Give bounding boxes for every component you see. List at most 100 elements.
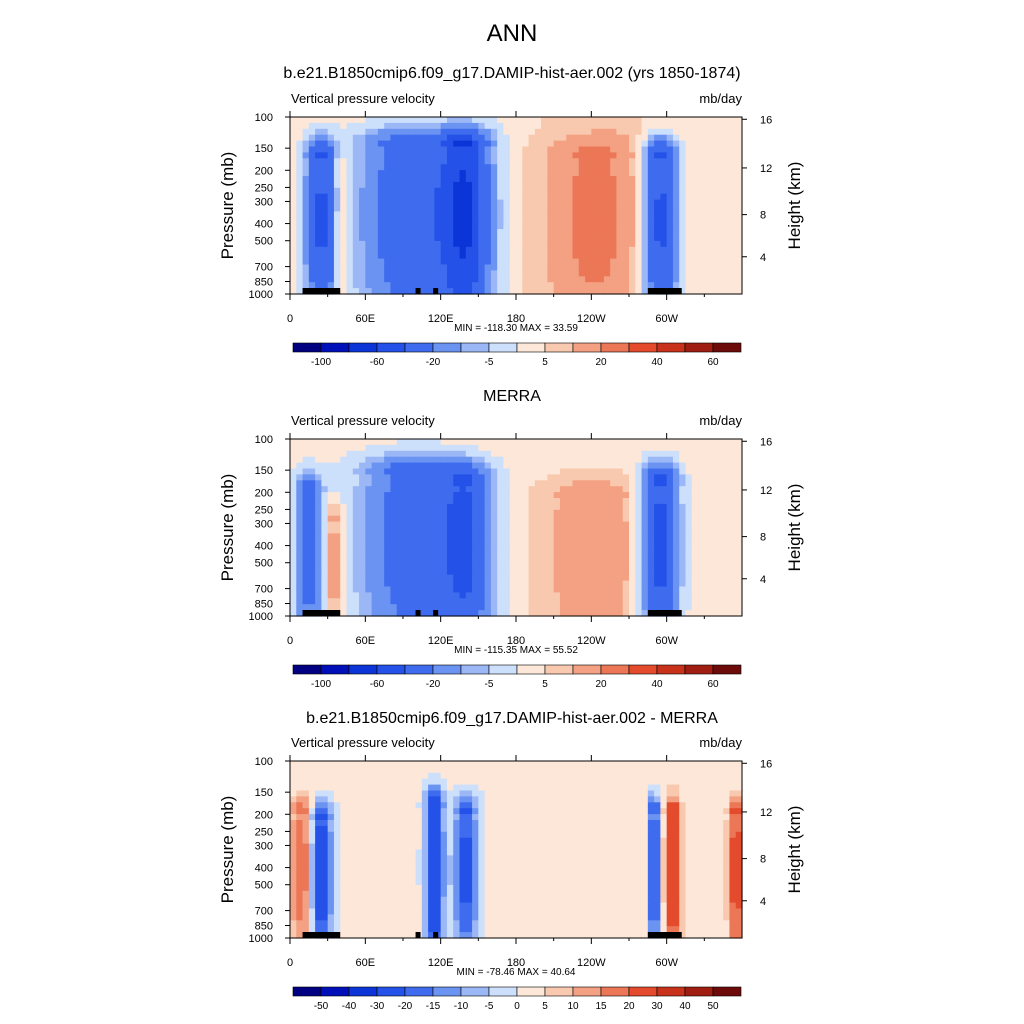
- heatmap-cell: [654, 498, 661, 505]
- heatmap-cell: [484, 258, 492, 266]
- heatmap-cell: [478, 439, 486, 446]
- heatmap-cell: [654, 187, 661, 195]
- heatmap-cell: [390, 176, 398, 183]
- heatmap-cell: [591, 288, 599, 295]
- heatmap-cell: [685, 545, 693, 552]
- heatmap-cell: [585, 140, 592, 148]
- heatmap-cell: [704, 766, 712, 774]
- heatmap-cell: [428, 246, 435, 254]
- heatmap-cell: [290, 515, 297, 523]
- heatmap-cell: [459, 217, 467, 224]
- heatmap-cell: [384, 474, 392, 481]
- heatmap-cell: [566, 539, 574, 546]
- heatmap-cell: [522, 181, 530, 189]
- heatmap-cell: [509, 229, 517, 236]
- heatmap-cell: [390, 181, 398, 189]
- heatmap-cell: [616, 128, 624, 136]
- heatmap-cell: [333, 264, 341, 271]
- heatmap-cell: [522, 486, 530, 493]
- heatmap-cell: [302, 468, 310, 475]
- heatmap-cell: [290, 444, 297, 452]
- heatmap-cell: [578, 562, 586, 570]
- heatmap-cell: [679, 462, 687, 470]
- heatmap-cell: [591, 229, 599, 236]
- heatmap-cell: [723, 122, 731, 130]
- heatmap-cell: [315, 229, 322, 236]
- heatmap-cell: [497, 199, 505, 207]
- heatmap-cell: [585, 592, 592, 599]
- heatmap-cell: [478, 152, 486, 159]
- heatmap-cell: [603, 134, 611, 142]
- heatmap-cell: [541, 557, 548, 564]
- heatmap-cell: [710, 562, 718, 570]
- heatmap-cell: [685, 122, 693, 130]
- heatmap-cell: [672, 568, 680, 576]
- heatmap-cell: [597, 610, 605, 617]
- heatmap-cell: [660, 503, 668, 511]
- heatmap-cell: [647, 229, 655, 236]
- heatmap-cell: [352, 276, 360, 283]
- heatmap-cell: [629, 527, 636, 534]
- heatmap-cell: [553, 480, 561, 487]
- heatmap-cell: [446, 240, 454, 248]
- heatmap-cell: [635, 778, 643, 786]
- heatmap-cell: [421, 480, 429, 487]
- colorbar-swatch: [348, 664, 378, 675]
- heatmap-cell: [654, 562, 661, 570]
- heatmap-cell: [403, 604, 410, 611]
- heatmap-cell: [403, 778, 410, 786]
- x-tick-label: 120W: [577, 635, 606, 647]
- heatmap-cell: [716, 205, 724, 212]
- heatmap-cell: [585, 152, 592, 159]
- heatmap-cell: [484, 515, 492, 523]
- heatmap-cell: [597, 456, 605, 464]
- heatmap-cell: [302, 229, 310, 236]
- colorbar-label: 20: [595, 357, 607, 368]
- heatmap-cell: [315, 187, 322, 195]
- heatmap-cell: [572, 515, 580, 523]
- heatmap-cell: [308, 604, 316, 611]
- heatmap-cell: [490, 580, 498, 588]
- heatmap-cell: [484, 229, 492, 236]
- heatmap-cell: [384, 217, 392, 224]
- heatmap-cell: [377, 288, 385, 295]
- heatmap-cell: [352, 562, 360, 570]
- heatmap-cell: [428, 252, 435, 260]
- heatmap-cell: [340, 164, 348, 171]
- heatmap-cell: [308, 486, 316, 493]
- heatmap-cell: [346, 444, 354, 452]
- heatmap-cell: [308, 515, 316, 523]
- heatmap-cell: [685, 264, 693, 271]
- heatmap-cell: [409, 498, 417, 505]
- heatmap-cell: [679, 450, 687, 458]
- heatmap-cell: [472, 604, 479, 611]
- y2-tick-label: 12: [760, 485, 772, 497]
- heatmap-cell: [490, 568, 498, 576]
- heatmap-cell: [541, 252, 548, 260]
- heatmap-cell: [446, 766, 454, 774]
- heatmap-cell: [327, 515, 335, 523]
- heatmap-cell: [359, 240, 366, 248]
- heatmap-cell: [616, 117, 624, 124]
- heatmap-cell: [629, 223, 636, 230]
- heatmap-cell: [685, 562, 693, 570]
- heatmap-cell: [723, 211, 731, 218]
- heatmap-cell: [704, 235, 712, 242]
- heatmap-cell: [603, 246, 611, 254]
- heatmap-cell: [660, 545, 668, 552]
- heatmap-cell: [516, 152, 523, 159]
- heatmap-cell: [691, 527, 699, 534]
- heatmap-cell: [503, 462, 511, 470]
- heatmap-cell: [346, 557, 354, 564]
- heatmap-cell: [603, 486, 611, 493]
- heatmap-cell: [522, 240, 530, 248]
- heatmap-cell: [610, 158, 618, 165]
- heatmap-cell: [290, 604, 297, 611]
- heatmap-cell: [453, 533, 461, 540]
- heatmap-cell: [472, 128, 479, 136]
- heatmap-cell: [321, 276, 329, 283]
- heatmap-cell: [434, 533, 442, 540]
- heatmap-cell: [478, 580, 486, 588]
- heatmap-cell: [578, 246, 586, 254]
- heatmap-cell: [403, 181, 410, 189]
